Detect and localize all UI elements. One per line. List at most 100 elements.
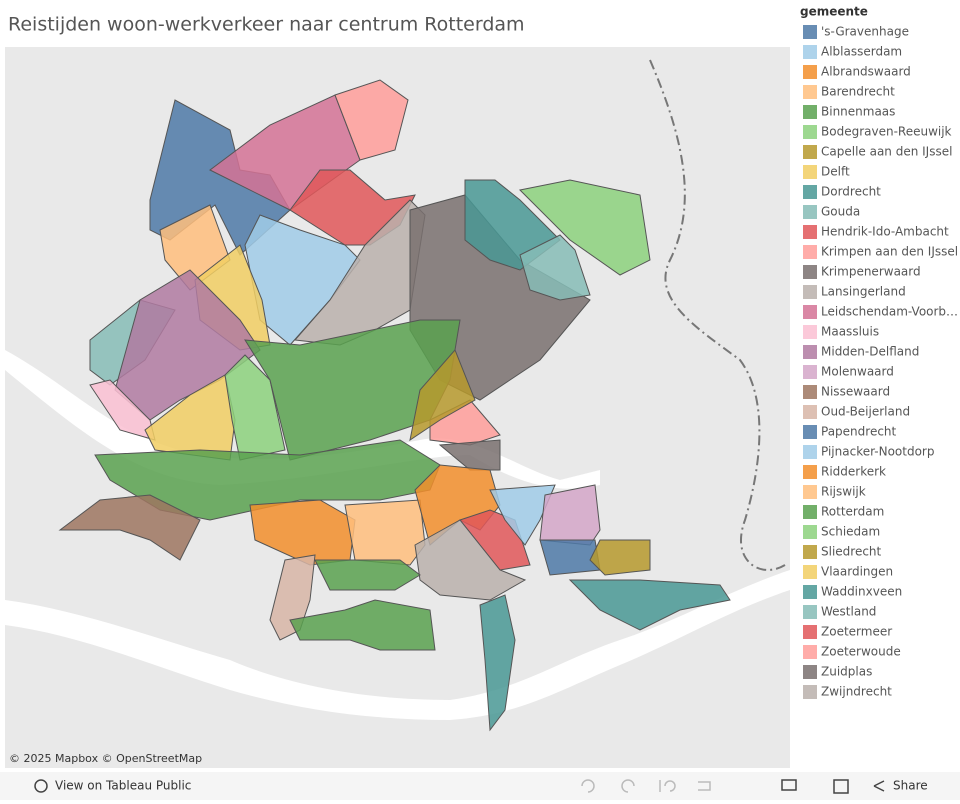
region (568, 579, 731, 631)
region (539, 484, 601, 546)
legend-label: Krimpenerwaard (821, 265, 921, 279)
legend-swatch (803, 245, 817, 259)
legend-swatch (803, 405, 817, 419)
legend-swatch (803, 325, 817, 339)
region (519, 234, 591, 301)
legend-label: Westland (821, 605, 876, 619)
legend-label: Capelle aan den IJssel (821, 145, 952, 159)
legend-label: Barendrecht (821, 85, 895, 99)
legend-swatch (803, 665, 817, 679)
legend: 's-Gravenhage Alblasserdam Albrandswaard Ba… (803, 25, 958, 699)
legend-label: Gouda (821, 205, 860, 219)
legend-label: Zoetermeer (821, 625, 892, 639)
legend-label: Delft (821, 165, 850, 179)
legend-label: Oud-Beijerland (821, 405, 910, 419)
legend-label: Zuidplas (821, 665, 872, 679)
legend-label: Zoeterwoude (821, 645, 901, 659)
legend-swatch (803, 525, 817, 539)
region (479, 594, 516, 732)
legend-label: Binnenmaas (821, 105, 895, 119)
legend-swatch (803, 545, 817, 559)
revert-icon[interactable] (659, 780, 676, 792)
legend-swatch (803, 625, 817, 639)
share-icon[interactable] (873, 780, 885, 792)
download-icon[interactable] (781, 779, 797, 791)
regions (58, 79, 731, 732)
legend-label: Nissewaard (821, 385, 890, 399)
legend-label: Rijswijk (821, 485, 866, 499)
legend-swatch (803, 105, 817, 119)
map: © 2025 Mapbox © OpenStreetMap (5, 47, 790, 768)
region (414, 519, 527, 601)
region (58, 494, 201, 561)
region (314, 559, 421, 591)
legend-label: Vlaardingen (821, 565, 893, 579)
legend-swatch (803, 305, 817, 319)
legend-swatch (803, 645, 817, 659)
region (409, 349, 476, 442)
legend-label: Midden-Delfland (821, 345, 919, 359)
legend-swatch (803, 205, 817, 219)
legend-swatch (803, 425, 817, 439)
legend-label: 's-Gravenhage (821, 25, 909, 39)
legend-label: Bodegraven-Reeuwijk (821, 125, 952, 139)
legend-swatch (803, 65, 817, 79)
legend-label: Hendrik-Ido-Ambacht (821, 225, 949, 239)
legend-label: Krimpen aan den IJssel (821, 245, 958, 259)
refresh-icon[interactable] (698, 781, 711, 791)
legend-swatch (803, 285, 817, 299)
legend-label: Rotterdam (821, 505, 884, 519)
river (5, 570, 790, 720)
legend-swatch (803, 125, 817, 139)
fullscreen-icon[interactable] (833, 779, 849, 794)
legend-swatch (803, 165, 817, 179)
legend-label: Leidschendam-Voorb… (821, 305, 958, 319)
region (489, 484, 556, 546)
legend-swatch (803, 685, 817, 699)
legend-swatch (803, 145, 817, 159)
view-link[interactable]: View on Tableau Public (55, 779, 191, 793)
region (438, 439, 501, 471)
legend-label: Ridderkerk (821, 465, 886, 479)
tableau-icon (34, 779, 48, 793)
legend-title: gemeente (800, 5, 868, 19)
legend-label: Waddinxveen (821, 585, 902, 599)
share-button[interactable]: Share (893, 779, 928, 793)
legend-swatch (803, 565, 817, 579)
legend-label: Pijnacker-Nootdorp (821, 445, 934, 459)
undo-icon[interactable] (581, 779, 595, 793)
region (289, 599, 436, 651)
legend-swatch (803, 445, 817, 459)
region (518, 179, 651, 276)
legend-swatch (803, 85, 817, 99)
legend-label: Alblasserdam (821, 45, 902, 59)
legend-swatch (803, 505, 817, 519)
legend-swatch (803, 225, 817, 239)
legend-swatch (803, 605, 817, 619)
legend-label: Dordrecht (821, 185, 881, 199)
legend-label: Lansingerland (821, 285, 906, 299)
view-button[interactable]: View on Tableau Public (34, 779, 191, 793)
legend-swatch (803, 265, 817, 279)
legend-swatch (803, 45, 817, 59)
legend-label: Papendrecht (821, 425, 897, 439)
legend-label: Molenwaard (821, 365, 894, 379)
region (589, 539, 651, 576)
toolbar (0, 772, 960, 800)
legend-swatch (803, 185, 817, 199)
title: Reistijden woon-werkverkeer naar centrum… (8, 14, 525, 36)
legend-swatch (803, 345, 817, 359)
legend-swatch (803, 365, 817, 379)
legend-label: Albrandswaard (821, 65, 911, 79)
legend-label: Zwijndrecht (821, 685, 892, 699)
legend-swatch (803, 25, 817, 39)
legend-label: Maassluis (821, 325, 879, 339)
redo-icon[interactable] (621, 779, 635, 793)
legend-label: Schiedam (821, 525, 880, 539)
legend-swatch (803, 385, 817, 399)
legend-swatch (803, 485, 817, 499)
legend-swatch (803, 465, 817, 479)
attribution: © 2025 Mapbox © OpenStreetMap (9, 752, 202, 765)
